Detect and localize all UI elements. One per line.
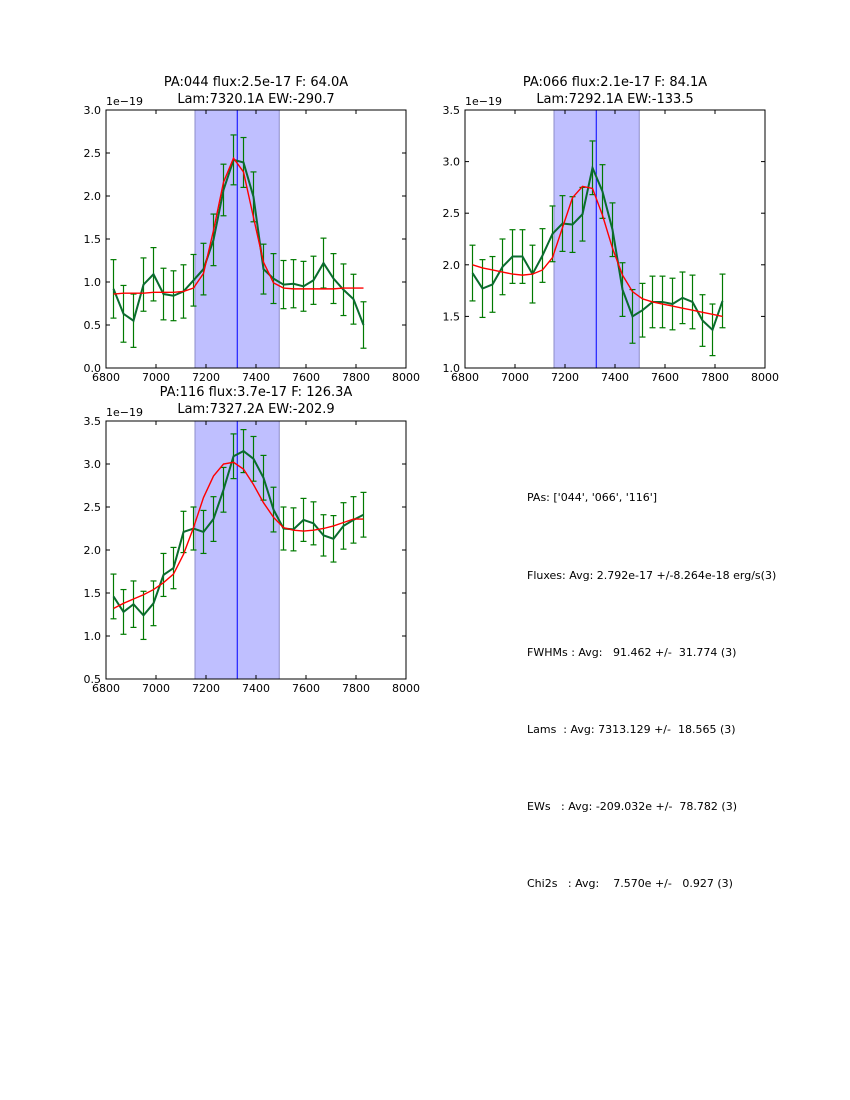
- x-tick-label: 7400: [242, 371, 270, 384]
- subplot-title-line2: Lam:7320.1A EW:-290.7: [177, 92, 334, 107]
- y-tick-label: 2.0: [84, 190, 102, 203]
- y-tick-label: 3.0: [84, 104, 102, 117]
- y-tick-label: 2.5: [84, 147, 102, 160]
- x-tick-label: 7000: [142, 371, 170, 384]
- subplot-pa-044: PA:044 flux:2.5e-17 F: 64.0A Lam:7320.1A…: [84, 75, 421, 384]
- data-series-line: [112, 158, 365, 326]
- subplot-title-line1: PA:066 flux:2.1e-17 F: 84.1A: [523, 75, 707, 90]
- x-tick-label: 7000: [501, 371, 529, 384]
- model-fit-line: [113, 461, 364, 610]
- y-tick-label: 1.5: [84, 587, 102, 600]
- stats-ews: EWs : Avg: -209.032e +/- 78.782 (3): [527, 799, 737, 813]
- y-tick-label: 3.5: [84, 415, 102, 428]
- y-tick-label: 2.0: [443, 259, 461, 272]
- x-tick-label: 7600: [651, 371, 679, 384]
- x-tick-label: 6800: [92, 682, 120, 695]
- x-tick-label: 6800: [92, 371, 120, 384]
- data-series-line: [471, 164, 724, 332]
- x-tick-label: 7200: [192, 371, 220, 384]
- x-tick-label: 8000: [751, 371, 779, 384]
- subplot-pa-116: PA:116 flux:3.7e-17 F: 126.3A Lam:7327.2…: [84, 385, 421, 695]
- y-offset-label: 1e−19: [106, 95, 143, 108]
- y-tick-label: 1.5: [84, 233, 102, 246]
- x-tick-label: 7200: [192, 682, 220, 695]
- model-fit-line: [472, 185, 723, 318]
- x-tick-label: 6800: [451, 371, 479, 384]
- stats-lams: Lams : Avg: 7313.129 +/- 18.565 (3): [527, 722, 736, 736]
- x-tick-label: 7200: [551, 371, 579, 384]
- summary-stats: PAs: ['044', '066', '116'] Fluxes: Avg: …: [527, 434, 776, 922]
- subplot-title-line1: PA:044 flux:2.5e-17 F: 64.0A: [164, 75, 348, 90]
- x-tick-label: 7400: [242, 682, 270, 695]
- y-tick-label: 3.0: [443, 156, 461, 169]
- x-tick-label: 7600: [292, 682, 320, 695]
- x-tick-label: 8000: [392, 371, 420, 384]
- y-tick-label: 3.5: [443, 104, 461, 117]
- y-tick-label: 0.5: [84, 673, 102, 686]
- x-tick-label: 8000: [392, 682, 420, 695]
- y-tick-label: 2.5: [84, 501, 102, 514]
- subplot-pa-066: PA:066 flux:2.1e-17 F: 84.1A Lam:7292.1A…: [443, 75, 780, 384]
- y-tick-label: 1.0: [443, 362, 461, 375]
- x-tick-label: 7800: [342, 371, 370, 384]
- y-offset-label: 1e−19: [106, 406, 143, 419]
- subplot-title-line1: PA:116 flux:3.7e-17 F: 126.3A: [160, 385, 353, 400]
- y-tick-label: 2.0: [84, 544, 102, 557]
- stats-fwhms: FWHMs : Avg: 91.462 +/- 31.774 (3): [527, 645, 737, 659]
- plot-area: [469, 110, 726, 368]
- data-series-line: [112, 449, 364, 617]
- model-fit-line: [113, 156, 364, 295]
- y-tick-label: 1.5: [443, 310, 461, 323]
- subplot-title-line2: Lam:7327.2A EW:-202.9: [177, 402, 334, 417]
- x-tick-label: 7000: [142, 682, 170, 695]
- y-tick-label: 1.0: [84, 630, 102, 643]
- y-offset-label: 1e−19: [465, 95, 502, 108]
- stats-pas: PAs: ['044', '066', '116']: [527, 491, 658, 505]
- x-tick-label: 7800: [701, 371, 729, 384]
- x-tick-label: 7600: [292, 371, 320, 384]
- y-tick-label: 3.0: [84, 458, 102, 471]
- stats-chi2s: Chi2s : Avg: 7.570e +/- 0.927 (3): [527, 876, 733, 890]
- y-tick-label: 1.0: [84, 276, 102, 289]
- plot-area: [110, 421, 367, 679]
- plot-area: [110, 110, 367, 368]
- y-tick-label: 0.0: [84, 362, 102, 375]
- y-tick-label: 2.5: [443, 207, 461, 220]
- x-tick-label: 7800: [342, 682, 370, 695]
- x-tick-label: 7400: [601, 371, 629, 384]
- y-tick-label: 0.5: [84, 319, 102, 332]
- subplot-title-line2: Lam:7292.1A EW:-133.5: [536, 92, 693, 107]
- stats-fluxes: Fluxes: Avg: 2.792e-17 +/-8.264e-18 erg/…: [527, 568, 777, 582]
